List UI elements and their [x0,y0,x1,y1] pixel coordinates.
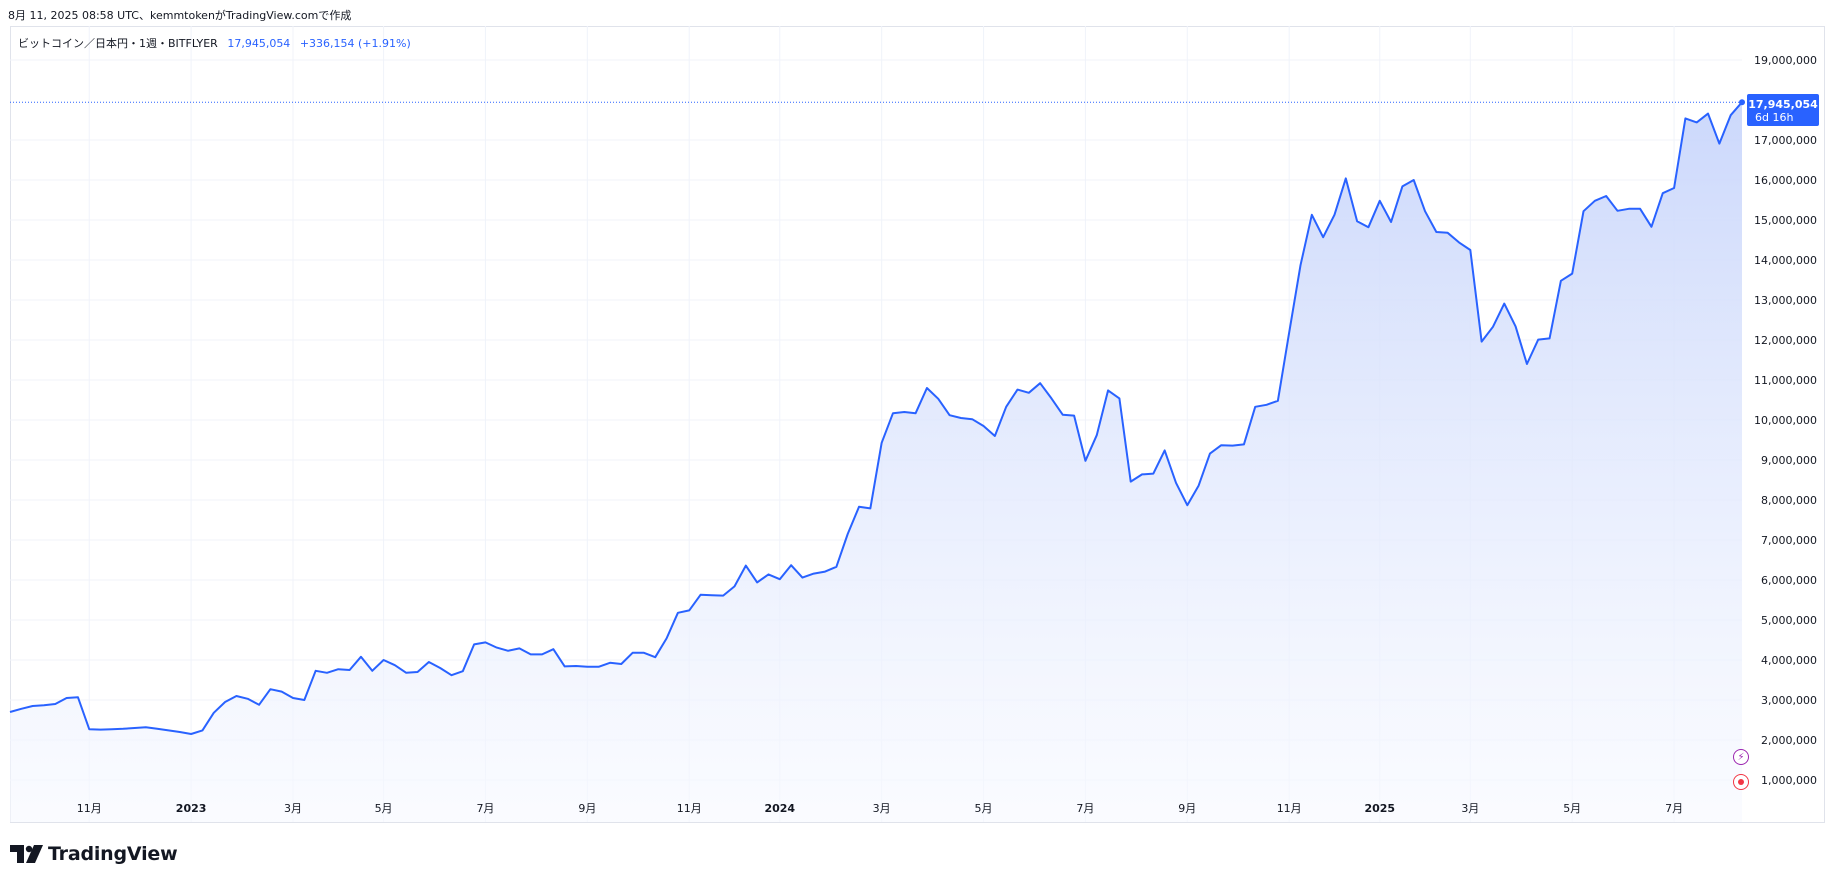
area-fill [10,102,1742,822]
lightning-icon[interactable]: ⚡ [1733,749,1749,765]
last-price-marker: 17,945,054 6d 16h [10,94,1819,126]
y-tick-label: 9,000,000 [1761,454,1817,467]
y-tick-label: 19,000,000 [1754,54,1817,67]
x-tick-label: 9月 [578,802,596,815]
x-tick-label: 11月 [1277,802,1302,815]
x-tick-label: 11月 [677,802,702,815]
y-axis: 1,000,000 2,000,000 3,000,000 4,000,000 5,00… [1754,54,1817,787]
x-tick-label: 9月 [1178,802,1196,815]
y-tick-label: 13,000,000 [1754,294,1817,307]
legend-symbol[interactable]: ビットコイン／日本円・1週・BITFLYER [18,37,218,50]
x-tick-label: 3月 [873,802,891,815]
tradingview-brand: TradingView [48,843,178,865]
y-tick-label: 10,000,000 [1754,414,1817,427]
x-tick-label: 2025 [1364,802,1395,815]
y-tick-label: 3,000,000 [1761,694,1817,707]
price-label-bg [1747,94,1819,126]
x-tick-label: 7月 [476,802,494,815]
x-tick-label: 5月 [975,802,993,815]
x-tick-label: 3月 [1461,802,1479,815]
y-tick-label: 16,000,000 [1754,174,1817,187]
y-tick-label: 8,000,000 [1761,494,1817,507]
x-tick-label: 2024 [764,802,795,815]
legend-change: +336,154 (+1.91%) [299,37,411,50]
x-tick-label: 11月 [77,802,102,815]
price-label-countdown: 6d 16h [1755,111,1793,124]
x-tick-label: 7月 [1076,802,1094,815]
y-tick-label: 15,000,000 [1754,214,1817,227]
y-tick-label: 5,000,000 [1761,614,1817,627]
area-path [10,102,1742,822]
y-tick-label: 12,000,000 [1754,334,1817,347]
y-tick-label: 7,000,000 [1761,534,1817,547]
x-tick-label: 7月 [1665,802,1683,815]
legend-last-value: 17,945,054 [227,37,291,50]
tradingview-logo-icon [10,845,43,863]
record-dot-icon [1738,779,1744,785]
y-tick-label: 2,000,000 [1761,734,1817,747]
y-tick-label: 1,000,000 [1761,774,1817,787]
y-tick-label: 4,000,000 [1761,654,1817,667]
chart-frame [10,26,1825,823]
x-tick-label: 2023 [176,802,207,815]
chart-legend: ビットコイン／日本円・1週・BITFLYER 17,945,054 +336,1… [18,35,411,51]
tradingview-logo[interactable]: TradingView [10,842,178,866]
x-tick-label: 5月 [1563,802,1581,815]
record-icon[interactable] [1733,774,1749,790]
y-tick-label: 6,000,000 [1761,574,1817,587]
y-tick-label: 17,000,000 [1754,134,1817,147]
series-line [9,101,1743,735]
y-tick-label: 11,000,000 [1754,374,1817,387]
y-tick-label: 14,000,000 [1754,254,1817,267]
x-tick-label: 3月 [284,802,302,815]
x-tick-label: 5月 [375,802,393,815]
x-axis: 11月 2023 3月 5月 7月 9月 11月 2024 3月 5月 7月 9月 11月 2025 3月 5… [77,802,1683,815]
header-caption: 8月 11, 2025 08:58 UTC、kemmtokenがTradingV… [8,9,352,22]
price-label-value: 17,945,054 [1748,98,1818,111]
